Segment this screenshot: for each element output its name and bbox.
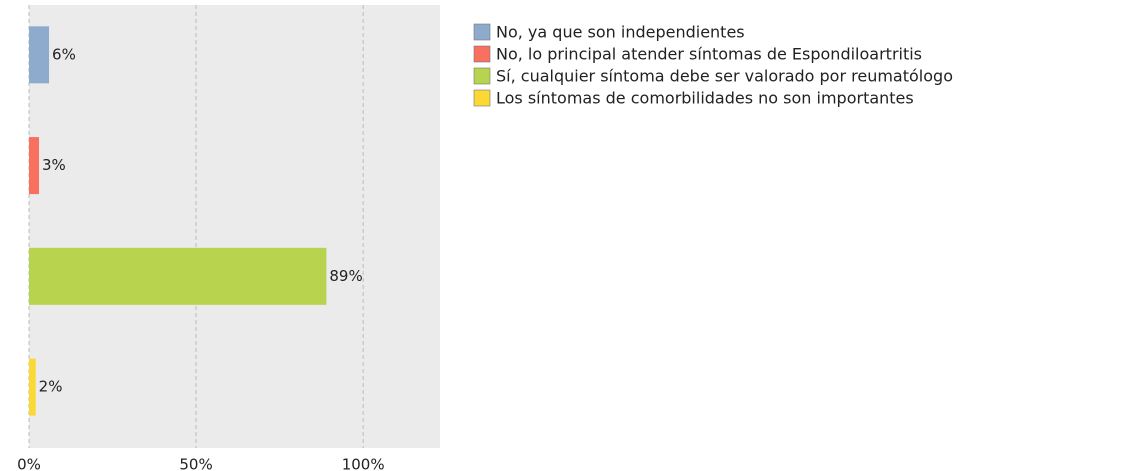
bar: [29, 247, 327, 305]
bar: [29, 26, 50, 84]
legend-label: Los síntomas de comorbilidades no son im…: [496, 89, 914, 108]
plot-area: [29, 5, 440, 448]
data-label: 89%: [329, 267, 362, 285]
legend-label: No, lo principal atender síntomas de Esp…: [496, 45, 922, 64]
x-tick-label: 50%: [179, 456, 212, 471]
legend-swatch: [473, 45, 491, 63]
data-label: 3%: [42, 156, 66, 174]
data-label: 6%: [52, 45, 76, 63]
x-tick-label: 100%: [342, 456, 385, 471]
legend-swatch: [473, 23, 491, 41]
legend-swatch: [473, 67, 491, 85]
bar: [29, 137, 40, 195]
x-tick-label: 0%: [17, 456, 41, 471]
legend-swatch: [473, 89, 491, 107]
bar: [29, 358, 36, 416]
legend-label: Sí, cualquier síntoma debe ser valorado …: [496, 67, 953, 86]
data-label: 2%: [39, 378, 63, 396]
legend-label: No, ya que son independientes: [496, 23, 745, 42]
